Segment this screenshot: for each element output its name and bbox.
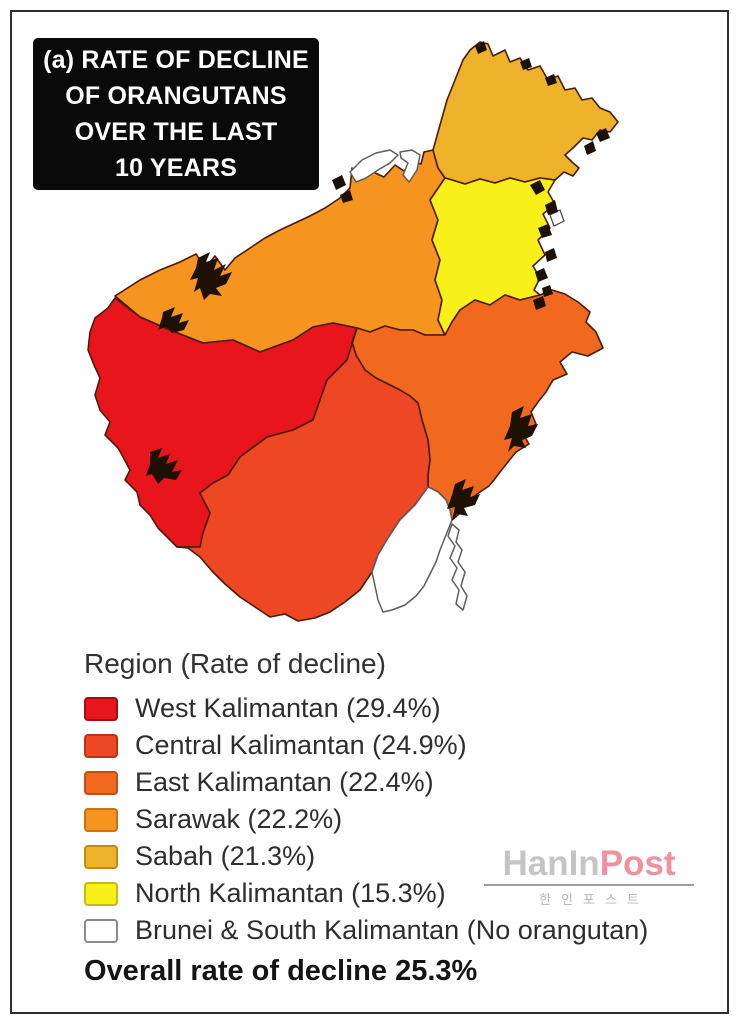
- legend-label: Brunei & South Kalimantan (No orangutan): [135, 915, 649, 945]
- watermark: HanInPost 한인포스트: [482, 845, 696, 908]
- map-region-south-kalimantan: [371, 486, 453, 613]
- legend-label: East Kalimantan (22.4%): [135, 767, 434, 797]
- legend-swatch-west-kalimantan: [84, 696, 118, 721]
- legend-label: Sabah (21.3%): [135, 841, 316, 871]
- legend-swatch-north-kalimantan: [84, 881, 118, 906]
- map-region-north-kalimantan: [429, 177, 556, 336]
- map-title: (a) RATE OF DECLINE OF ORANGUTANS OVER T…: [33, 38, 319, 190]
- watermark-korean: 한인포스트: [539, 892, 649, 907]
- legend-header: Region (Rate of decline): [84, 648, 386, 679]
- title-line-4: 10 YEARS: [114, 154, 238, 182]
- legend-swatch-brunei-south-kalimantan: [84, 918, 118, 943]
- watermark-rule: [484, 884, 694, 886]
- legend-label: Central Kalimantan (24.9%): [135, 730, 467, 760]
- map-region-brunei-east: [399, 149, 421, 183]
- legend-swatch-central-kalimantan: [84, 733, 118, 758]
- title-line-3: OVER THE LAST: [74, 118, 278, 146]
- watermark-logo: HanInPost: [482, 845, 696, 883]
- legend-item-brunei-south-kalimantan: Brunei & South Kalimantan (No orangutan): [84, 912, 648, 949]
- overall-rate-text: Overall rate of decline 25.3%: [84, 955, 478, 987]
- legend: Region (Rate of decline) West Kalimantan…: [84, 648, 648, 988]
- legend-item-sabah: Sabah (21.3%): [84, 838, 648, 875]
- legend-item-west-kalimantan: West Kalimantan (29.4%): [84, 690, 648, 727]
- legend-label: West Kalimantan (29.4%): [135, 693, 441, 723]
- watermark-hanin: HanIn: [502, 844, 600, 883]
- legend-item-sarawak: Sarawak (22.2%): [84, 801, 648, 838]
- legend-item-north-kalimantan: North Kalimantan (15.3%): [84, 875, 648, 912]
- title-line-1: (a) RATE OF DECLINE: [43, 46, 309, 74]
- legend-label: North Kalimantan (15.3%): [135, 878, 446, 908]
- legend-label: Sarawak (22.2%): [135, 804, 343, 834]
- legend-swatch-sarawak: [84, 807, 118, 832]
- legend-item-central-kalimantan: Central Kalimantan (24.9%): [84, 727, 648, 764]
- legend-item-east-kalimantan: East Kalimantan (22.4%): [84, 764, 648, 801]
- legend-swatch-east-kalimantan: [84, 770, 118, 795]
- map-region-brunei-west: [349, 149, 399, 183]
- legend-swatch-sabah: [84, 844, 118, 869]
- map-region-central-kalimantan: [176, 327, 431, 622]
- watermark-post: Post: [599, 844, 676, 883]
- title-line-2: OF ORANGUTANS: [65, 82, 287, 110]
- map-island-pulau-laut: [447, 523, 468, 611]
